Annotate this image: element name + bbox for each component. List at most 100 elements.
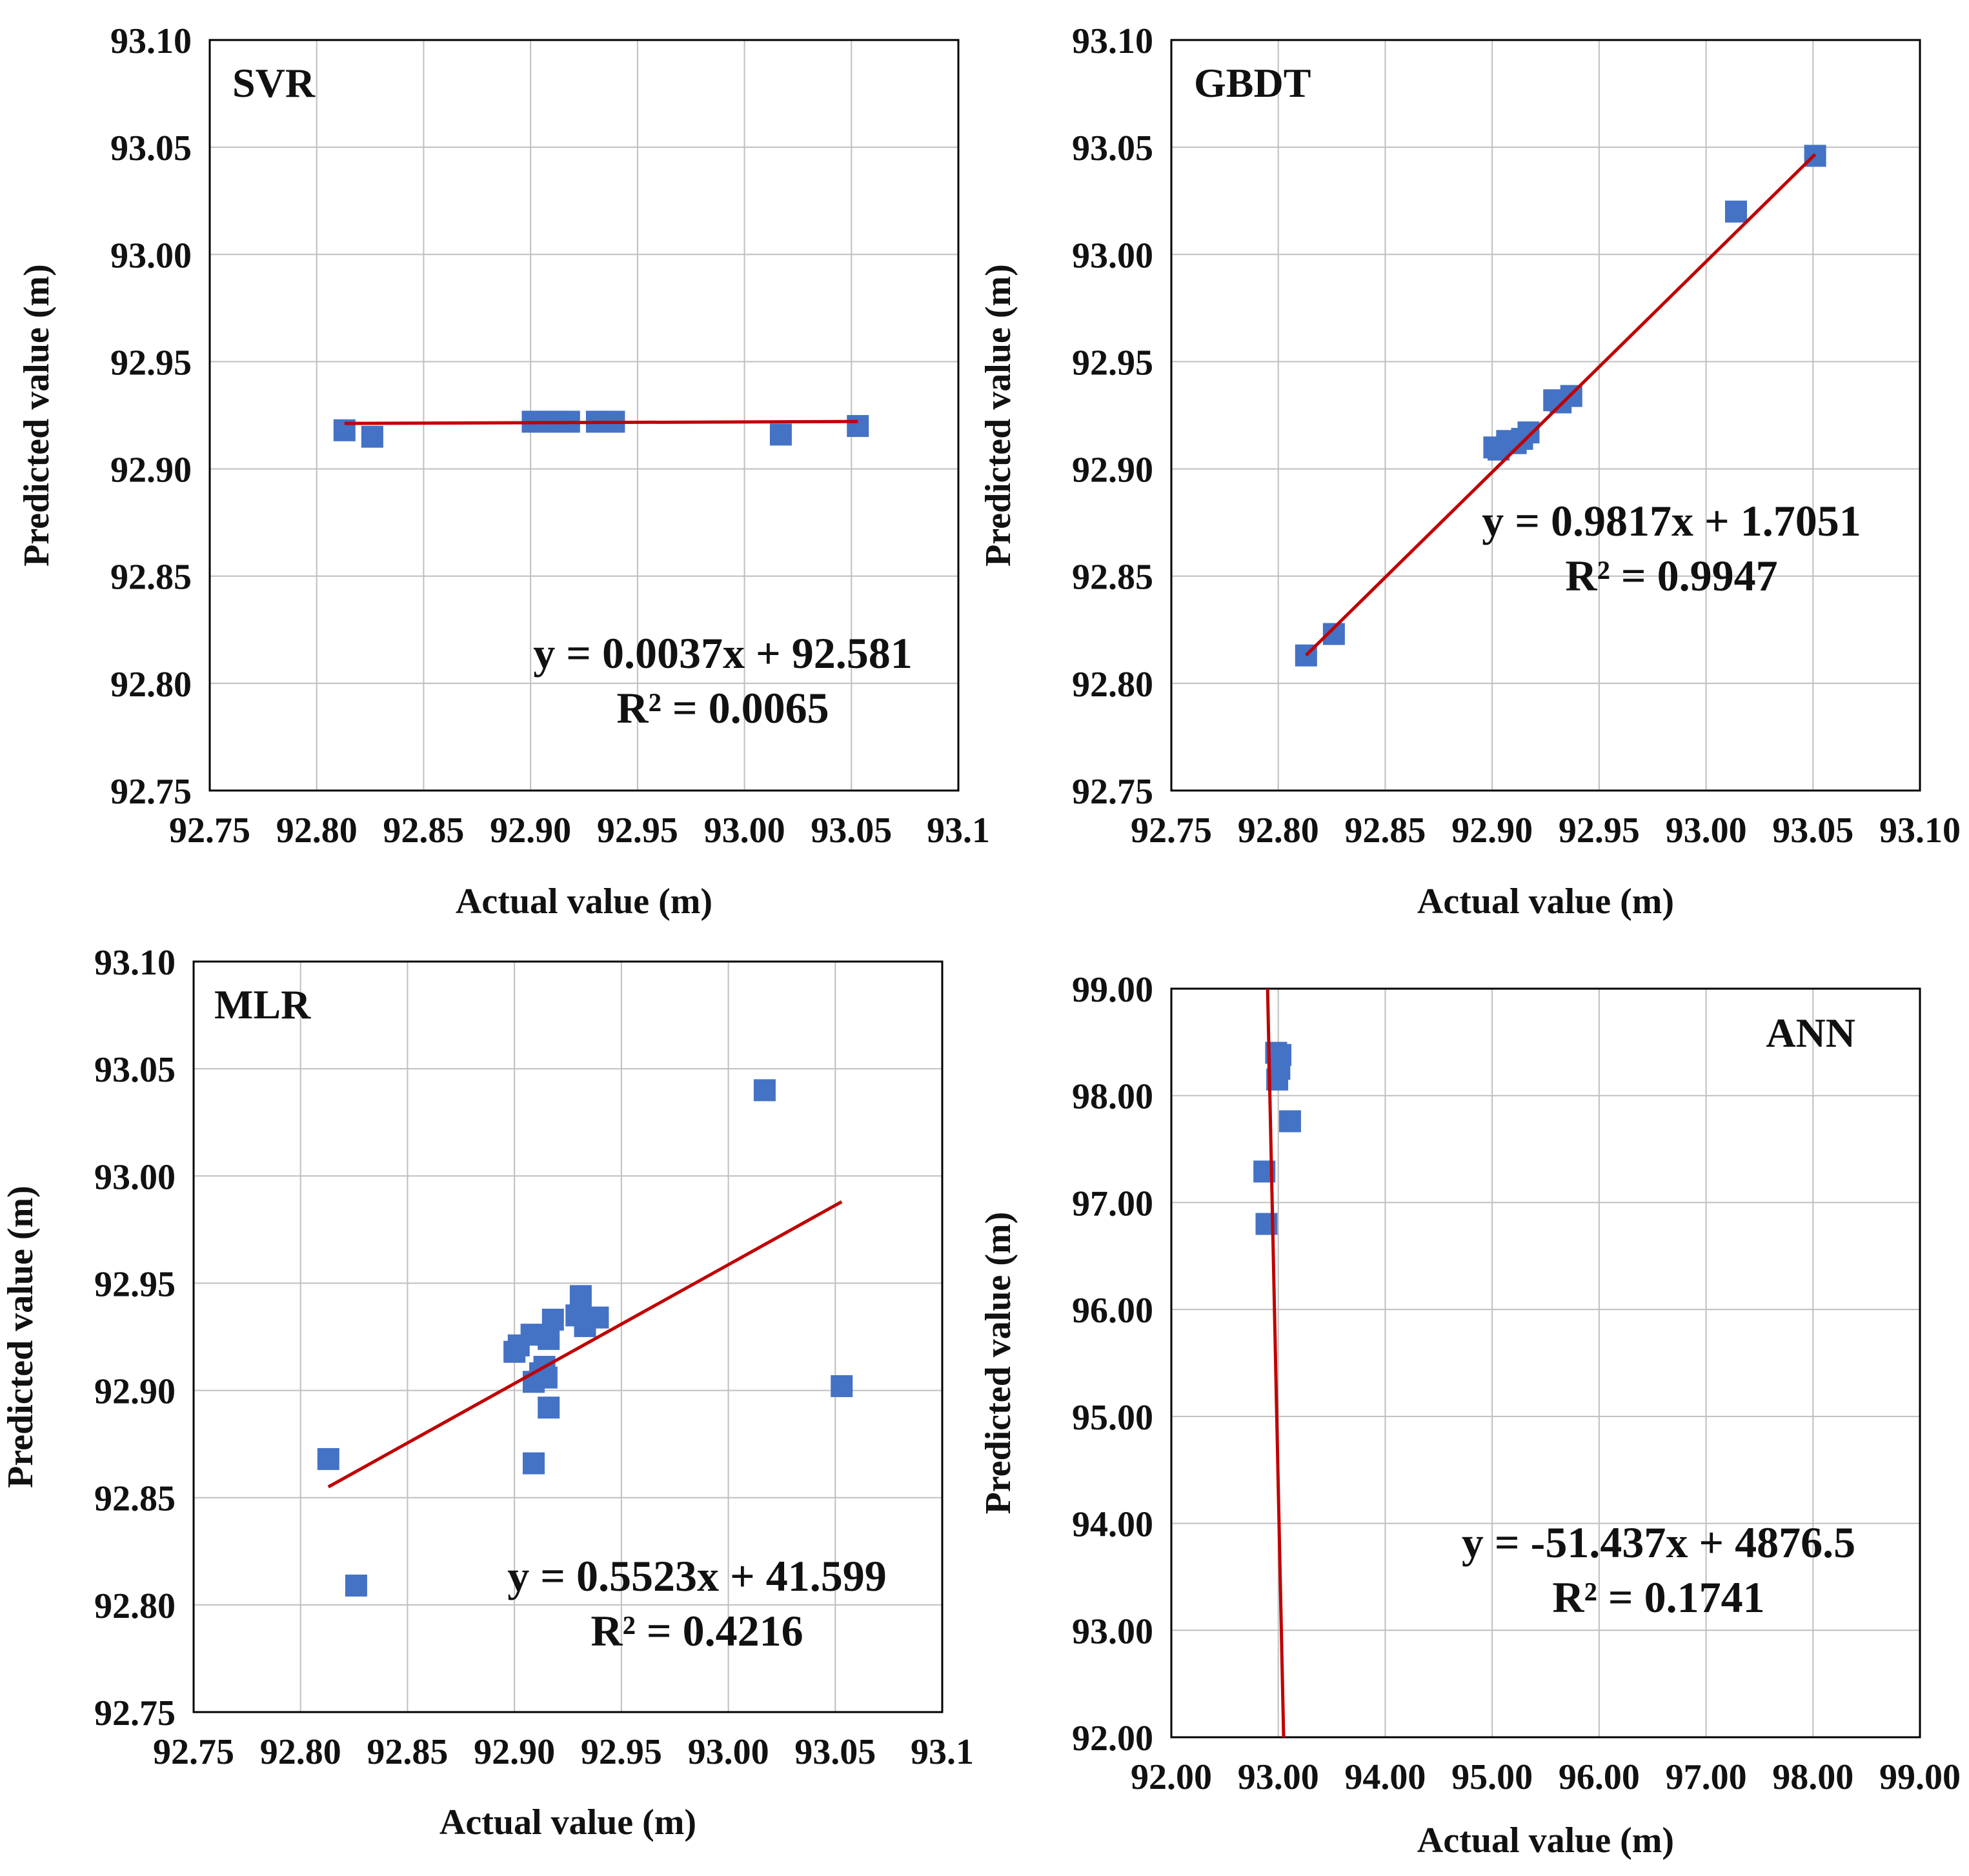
data-point xyxy=(345,1574,367,1597)
y-tick-label: 92.80 xyxy=(110,665,192,705)
r-squared-label: R² = 0.4216 xyxy=(591,1606,803,1655)
trendline-equation: y = 0.5523x + 41.599 xyxy=(507,1551,887,1600)
chart-panel-ann: 92.00 93.00 94.00 95.00 96.00 97.00 98.00 99.00… xyxy=(978,970,1961,1861)
y-tick-label: 92.00 xyxy=(1072,1719,1153,1759)
x-tick-label: 96.00 xyxy=(1559,1757,1640,1797)
data-point xyxy=(1278,1110,1301,1133)
y-tick-label: 92.90 xyxy=(94,1372,176,1412)
x-tick-label: 92.00 xyxy=(1131,1757,1212,1797)
y-tick-label: 92.75 xyxy=(94,1693,176,1733)
x-tick-label: 97.00 xyxy=(1666,1757,1747,1797)
x-tick-label: 99.00 xyxy=(1879,1757,1961,1797)
y-tick-label: 92.90 xyxy=(110,450,192,490)
y-tick-label: 98.00 xyxy=(1072,1077,1153,1117)
r-squared-label: R² = 0.0065 xyxy=(616,683,829,732)
y-tick-label: 92.75 xyxy=(1072,772,1153,812)
x-tick-label: 93.00 xyxy=(704,811,785,851)
x-tick-label: 92.90 xyxy=(474,1732,555,1772)
x-tick-label: 93.05 xyxy=(1772,811,1853,851)
y-tick-label: 92.75 xyxy=(110,772,192,812)
x-tick-label: 93.05 xyxy=(794,1732,876,1772)
data-point xyxy=(538,1327,560,1350)
x-tick-label: 92.80 xyxy=(276,811,358,851)
x-tick-label: 92.95 xyxy=(597,811,678,851)
data-point xyxy=(569,1285,592,1307)
x-tick-label: 92.95 xyxy=(1559,811,1640,851)
trendline xyxy=(1266,989,1286,1737)
x-tick-label: 92.90 xyxy=(490,811,571,851)
x-tick-label: 92.85 xyxy=(1344,811,1426,851)
trendline xyxy=(1305,153,1817,657)
plot-area-frame xyxy=(192,960,944,1713)
x-axis-label: Actual value (m) xyxy=(1417,882,1674,922)
x-tick-label: 93.1 xyxy=(927,811,990,851)
y-tick-label: 99.00 xyxy=(1072,970,1153,1010)
x-tick-label: 93.05 xyxy=(811,811,892,851)
plot-area-frame xyxy=(208,39,960,792)
trendline-equation: y = 0.0037x + 92.581 xyxy=(533,629,913,678)
x-tick-label: 92.85 xyxy=(367,1732,448,1772)
data-point xyxy=(847,415,869,438)
y-tick-label: 93.05 xyxy=(110,128,192,168)
y-tick-label: 96.00 xyxy=(1072,1291,1153,1331)
r-squared-label: R² = 0.1741 xyxy=(1552,1573,1764,1622)
y-tick-label: 92.85 xyxy=(1072,558,1153,598)
trendline-equation: y = 0.9817x + 1.7051 xyxy=(1482,496,1861,545)
x-tick-label: 92.75 xyxy=(1131,811,1212,851)
r-squared-label: R² = 0.9947 xyxy=(1565,551,1777,600)
trendline xyxy=(344,419,858,425)
x-tick-label: 93.00 xyxy=(1666,811,1747,851)
data-point xyxy=(753,1079,776,1102)
x-tick-label: 98.00 xyxy=(1772,1757,1853,1797)
y-tick-label: 92.95 xyxy=(110,343,192,383)
x-tick-label: 93.1 xyxy=(911,1732,974,1772)
y-axis-label: Predicted value (m) xyxy=(17,264,57,567)
y-tick-label: 97.00 xyxy=(1072,1184,1153,1224)
y-tick-label: 93.05 xyxy=(1072,128,1153,168)
y-tick-label: 93.10 xyxy=(110,21,192,61)
y-tick-label: 93.10 xyxy=(94,943,176,983)
data-point xyxy=(831,1375,853,1397)
panel-title: ANN xyxy=(1766,1010,1855,1056)
plot-area-frame xyxy=(1170,39,1921,792)
plot-area-frame xyxy=(1170,987,1921,1739)
data-point xyxy=(361,425,383,448)
panel-title: SVR xyxy=(232,60,316,106)
panel-title: MLR xyxy=(214,982,311,1027)
x-tick-label: 93.10 xyxy=(1879,811,1961,851)
y-tick-label: 93.00 xyxy=(94,1157,176,1197)
y-axis-label: Predicted value (m) xyxy=(978,1212,1018,1515)
x-tick-label: 92.75 xyxy=(153,1732,234,1772)
x-tick-label: 92.80 xyxy=(260,1732,341,1772)
x-tick-label: 94.00 xyxy=(1344,1757,1426,1797)
x-tick-label: 93.00 xyxy=(1238,1757,1319,1797)
x-tick-label: 92.85 xyxy=(383,811,464,851)
y-tick-label: 95.00 xyxy=(1072,1398,1153,1438)
x-tick-label: 92.75 xyxy=(169,811,250,851)
y-axis-label: Predicted value (m) xyxy=(978,264,1018,567)
y-axis-label: Predicted value (m) xyxy=(1,1185,41,1488)
panel-title: GBDT xyxy=(1194,60,1311,106)
chart-panel-gbdt: 92.75 92.80 92.85 92.90 92.95 93.00 93.05 93.10… xyxy=(978,21,1961,922)
y-tick-label: 93.10 xyxy=(1072,21,1153,61)
x-tick-label: 92.90 xyxy=(1451,811,1533,851)
y-tick-label: 94.00 xyxy=(1072,1505,1153,1545)
data-point xyxy=(1517,421,1540,444)
trendline xyxy=(327,1200,843,1489)
chart-panel-mlr: 92.75 92.80 92.85 92.90 92.95 93.00 93.05 93.1 9… xyxy=(1,943,974,1842)
data-point xyxy=(769,423,792,446)
y-tick-label: 92.95 xyxy=(1072,343,1153,383)
y-tick-label: 92.95 xyxy=(94,1264,176,1304)
x-tick-label: 93.00 xyxy=(688,1732,769,1772)
y-tick-label: 93.00 xyxy=(1072,236,1153,276)
y-tick-label: 93.05 xyxy=(94,1050,176,1090)
data-point xyxy=(522,1452,545,1475)
data-point xyxy=(541,1308,564,1331)
y-tick-label: 93.00 xyxy=(1072,1611,1153,1651)
y-tick-label: 92.85 xyxy=(110,558,192,598)
x-axis-label: Actual value (m) xyxy=(439,1802,696,1842)
data-point xyxy=(538,1397,560,1419)
data-point xyxy=(1269,1044,1292,1066)
x-axis-label: Actual value (m) xyxy=(1417,1821,1674,1861)
